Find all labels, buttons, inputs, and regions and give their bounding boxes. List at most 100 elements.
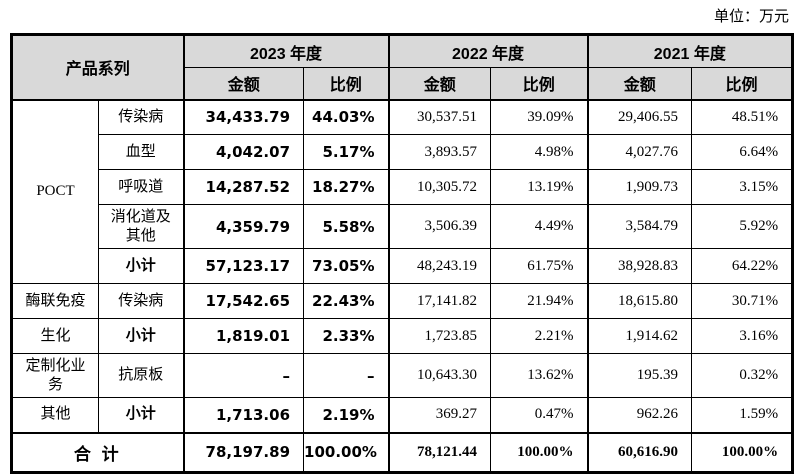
cell-subcategory: 抗原板: [97, 353, 185, 398]
header-row-years: 产品系列 2023 年度 2022 年度 2021 年度: [10, 34, 794, 101]
cell-subcategory: 小计: [97, 248, 185, 284]
cell-ratio-2022: 13.19%: [490, 169, 589, 205]
cell-amount-2022: 10,643.30: [387, 353, 492, 398]
cell-amount-2023: 34,433.79: [182, 99, 305, 135]
cell-amount-2021: 29,406.55: [586, 99, 693, 135]
header-amount-2022: 金额: [387, 67, 492, 101]
cell-amount-2023: –: [182, 353, 305, 398]
cell-amount-2023: 57,123.17: [182, 248, 305, 284]
cell-ratio-2021: 5.92%: [691, 204, 794, 249]
cell-total-ratio-2022: 100.00%: [490, 431, 589, 473]
cell-ratio-2021: 3.16%: [691, 318, 794, 354]
cell-amount-2023: 14,287.52: [182, 169, 305, 205]
header-ratio-2023: 比例: [303, 67, 390, 101]
cell-amount-2022: 10,305.72: [387, 169, 492, 205]
cell-ratio-2022: 4.98%: [490, 134, 589, 170]
cell-amount-2023: 4,359.79: [182, 204, 305, 249]
table-row: 酶联免疫 传染病 17,542.65 22.43% 17,141.82 21.9…: [11, 283, 794, 319]
cell-category-custom: 定制化业 务: [11, 353, 99, 398]
cell-subcategory: 呼吸道: [97, 169, 185, 205]
cell-ratio-2022: 0.47%: [490, 397, 589, 433]
cell-total-amount-2023: 78,197.89: [182, 431, 305, 473]
cell-amount-2021: 1,914.62: [586, 318, 693, 354]
cell-ratio-2021: 64.22%: [691, 248, 794, 284]
table-row: POCT 传染病 34,433.79 44.03% 30,537.51 39.0…: [11, 99, 794, 284]
cell-amount-2021: 4,027.76: [586, 134, 693, 170]
table-row: 血型 4,042.07 5.17% 3,893.57 4.98% 4,027.7…: [12, 134, 794, 170]
cell-amount-2022: 3,506.39: [387, 204, 492, 249]
cell-ratio-2022: 4.49%: [490, 204, 589, 249]
cell-amount-2023: 1,713.06: [182, 397, 305, 433]
cell-ratio-2022: 39.09%: [490, 99, 589, 135]
header-year-2023: 2023 年度: [182, 34, 390, 68]
cell-amount-2022: 48,243.19: [387, 248, 492, 284]
cell-category-other: 其他: [11, 397, 99, 433]
cell-subcategory: 传染病: [97, 283, 185, 319]
cell-amount-2021: 962.26: [586, 397, 693, 433]
header-amount-2021: 金额: [586, 67, 693, 101]
cell-ratio-2022: 21.94%: [490, 283, 589, 319]
header-row-measures: 金额 比例 金额 比例 金额 比例: [12, 67, 794, 101]
cell-ratio-2022: 2.21%: [490, 318, 589, 354]
cell-category-elisa: 酶联免疫: [11, 283, 99, 319]
table-row: 定制化业 务 抗原板 – – 10,643.30 13.62% 195.39 0…: [11, 353, 794, 398]
cell-subcategory: 消化道及 其他: [97, 204, 185, 249]
header-amount-2023: 金额: [182, 67, 305, 101]
cell-amount-2023: 1,819.01: [182, 318, 305, 354]
cell-ratio-2022: 61.75%: [490, 248, 589, 284]
cell-amount-2022: 369.27: [387, 397, 492, 433]
cell-total-ratio-2023: 100.00%: [303, 431, 390, 473]
cell-ratio-2023: 5.58%: [303, 204, 390, 249]
cell-category-poct: POCT: [11, 99, 99, 284]
cell-amount-2021: 3,584.79: [586, 204, 693, 249]
table-row: 消化道及 其他 4,359.79 5.58% 3,506.39 4.49% 3,…: [12, 204, 794, 249]
cell-ratio-2022: 13.62%: [490, 353, 589, 398]
header-product-series: 产品系列: [10, 34, 185, 101]
cell-total-label: 合 计: [10, 431, 185, 473]
cell-amount-2022: 3,893.57: [387, 134, 492, 170]
cell-amount-2021: 195.39: [586, 353, 693, 398]
cell-ratio-2021: 30.71%: [691, 283, 794, 319]
table-row: 其他 小计 1,713.06 2.19% 369.27 0.47% 962.26…: [11, 397, 794, 433]
cell-ratio-2021: 48.51%: [691, 99, 794, 135]
cell-amount-2022: 17,141.82: [387, 283, 492, 319]
cell-ratio-2023: 5.17%: [303, 134, 390, 170]
header-year-2021: 2021 年度: [586, 34, 794, 68]
header-ratio-2022: 比例: [490, 67, 589, 101]
cell-amount-2023: 17,542.65: [182, 283, 305, 319]
cell-total-ratio-2021: 100.00%: [691, 431, 794, 473]
revenue-by-product-table: 产品系列 2023 年度 2022 年度 2021 年度 金额 比例 金额 比例…: [10, 33, 795, 474]
cell-ratio-2021: 3.15%: [691, 169, 794, 205]
table-row-subtotal: 小计 57,123.17 73.05% 48,243.19 61.75% 38,…: [12, 248, 794, 284]
cell-ratio-2023: –: [303, 353, 390, 398]
unit-label: 单位：万元: [713, 9, 789, 25]
cell-amount-2022: 1,723.85: [387, 318, 492, 354]
header-year-2022: 2022 年度: [387, 34, 589, 68]
cell-category-biochem: 生化: [11, 318, 99, 354]
cell-amount-2021: 1,909.73: [586, 169, 693, 205]
table-row: 呼吸道 14,287.52 18.27% 10,305.72 13.19% 1,…: [12, 169, 794, 205]
cell-total-amount-2021: 60,616.90: [586, 431, 693, 473]
cell-subcategory: 小计: [97, 318, 185, 354]
cell-ratio-2021: 6.64%: [691, 134, 794, 170]
cell-ratio-2023: 22.43%: [303, 283, 390, 319]
table-row: 生化 小计 1,819.01 2.33% 1,723.85 2.21% 1,91…: [11, 318, 794, 354]
cell-amount-2022: 30,537.51: [387, 99, 492, 135]
cell-ratio-2023: 73.05%: [303, 248, 390, 284]
header-ratio-2021: 比例: [691, 67, 794, 101]
cell-ratio-2023: 44.03%: [303, 99, 390, 135]
cell-amount-2021: 38,928.83: [586, 248, 693, 284]
cell-subcategory: 传染病: [97, 99, 185, 135]
cell-ratio-2023: 2.19%: [303, 397, 390, 433]
cell-subcategory: 小计: [97, 397, 185, 433]
cell-amount-2023: 4,042.07: [182, 134, 305, 170]
cell-amount-2021: 18,615.80: [586, 283, 693, 319]
cell-subcategory: 血型: [97, 134, 185, 170]
cell-ratio-2021: 0.32%: [691, 353, 794, 398]
cell-ratio-2023: 18.27%: [303, 169, 390, 205]
cell-total-amount-2022: 78,121.44: [387, 431, 492, 473]
cell-ratio-2023: 2.33%: [303, 318, 390, 354]
cell-ratio-2021: 1.59%: [691, 397, 794, 433]
table-row-total: 合 计 78,197.89 100.00% 78,121.44 100.00% …: [10, 431, 794, 473]
